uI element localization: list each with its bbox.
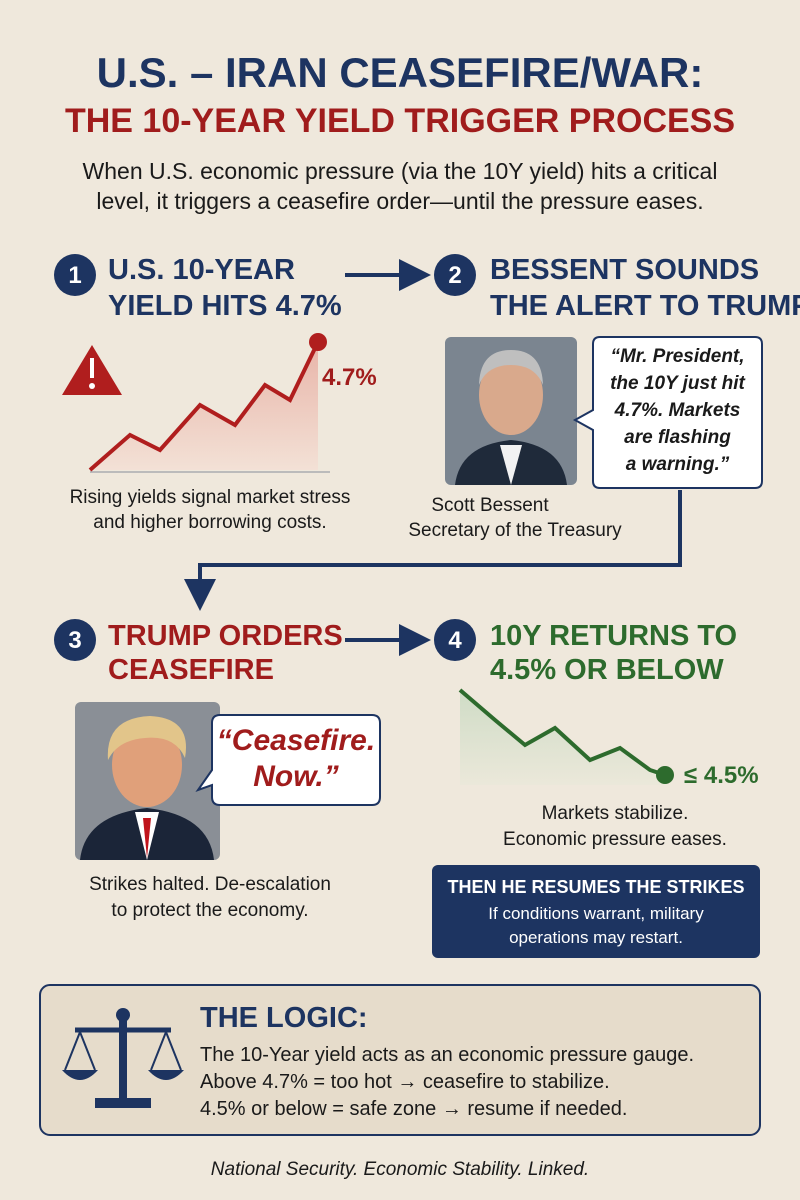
person-name: Scott Bessent	[431, 495, 549, 516]
step-title: THE ALERT TO TRUMP	[490, 290, 800, 322]
caption: and higher borrowing costs.	[93, 512, 327, 533]
caption: Markets stabilize.	[541, 803, 689, 824]
quote: 4.7%. Markets	[614, 400, 741, 421]
quote: the 10Y just hit	[610, 373, 745, 394]
step-title: 4.5% OR BELOW	[490, 654, 724, 686]
callout-box	[432, 865, 760, 958]
quote: “Mr. President,	[610, 346, 745, 367]
caption: to protect the economy.	[111, 900, 309, 921]
quote: Now.”	[253, 760, 339, 793]
logic-box	[39, 984, 761, 1136]
step-title: YIELD HITS 4.7%	[108, 290, 342, 322]
rising-chart	[62, 333, 330, 473]
scale-icon	[62, 1008, 184, 1108]
callout-line: operations may restart.	[509, 928, 683, 947]
trump-portrait	[75, 702, 220, 860]
caption: Rising yields signal market stress	[69, 487, 351, 508]
step-title: U.S. 10-YEAR	[108, 254, 295, 286]
bessent-bubble	[572, 336, 763, 489]
step-title: TRUMP ORDERS	[108, 620, 343, 652]
intro-line: level, it triggers a ceasefire order—unt…	[96, 188, 704, 214]
step-title: 10Y RETURNS TO	[490, 620, 738, 652]
person-role: Secretary of the Treasury	[408, 520, 622, 541]
bessent-portrait	[445, 337, 577, 485]
footer: National Security. Economic Stability. L…	[210, 1159, 590, 1180]
quote: “Ceasefire.	[216, 724, 376, 757]
intro-line: When U.S. economic pressure (via the 10Y…	[82, 158, 718, 184]
step-number: 3	[68, 627, 82, 654]
arrows	[184, 259, 682, 656]
callout-title: THEN HE RESUMES THE STRIKES	[447, 877, 745, 897]
subtitle: THE 10-YEAR YIELD TRIGGER PROCESS	[64, 102, 736, 140]
chart-label: 4.7%	[322, 364, 377, 391]
quote: are flashing	[624, 427, 731, 448]
logic-line: The 10-Year yield acts as an economic pr…	[200, 1044, 694, 1066]
step-number: 2	[448, 262, 462, 289]
trump-bubble	[195, 714, 381, 806]
logic-line: Above 4.7% = too hot → ceasefire to stab…	[200, 1071, 610, 1093]
logic-title: THE LOGIC:	[200, 1002, 368, 1034]
chart-label: ≤ 4.5%	[684, 762, 759, 789]
caption: Economic pressure eases.	[503, 829, 727, 850]
step-number: 4	[448, 627, 462, 654]
step-title: CEASEFIRE	[108, 654, 274, 686]
step-title: BESSENT SOUNDS	[490, 254, 760, 286]
callout-line: If conditions warrant, military	[488, 904, 704, 923]
logic-line: 4.5% or below = safe zone → resume if ne…	[200, 1098, 628, 1120]
caption: Strikes halted. De-escalation	[89, 874, 331, 895]
falling-chart	[458, 688, 674, 785]
step-number: 1	[68, 262, 82, 289]
quote: a warning.”	[625, 454, 730, 475]
step-badges	[54, 254, 476, 661]
title: U.S. – IRAN CEASEFIRE/WAR:	[96, 49, 704, 96]
